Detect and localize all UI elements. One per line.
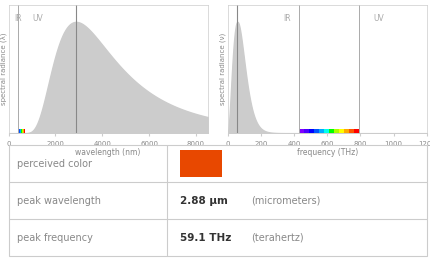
Bar [22,129,23,133]
Bar [18,129,19,133]
Bar [308,129,313,133]
X-axis label: wavelength (nm): wavelength (nm) [75,148,141,157]
Text: (terahertz): (terahertz) [251,233,303,243]
Bar [21,129,22,133]
Bar [303,129,308,133]
Bar [20,129,21,133]
Text: IR: IR [283,13,290,23]
Text: perceived color: perceived color [17,159,92,169]
Text: IR: IR [15,13,22,23]
Bar [318,129,323,133]
X-axis label: frequency (THz): frequency (THz) [296,148,357,157]
Bar [333,129,338,133]
Bar [313,129,318,133]
FancyBboxPatch shape [180,150,221,177]
Y-axis label: spectral radiance (ν): spectral radiance (ν) [219,33,226,105]
Text: (micrometers): (micrometers) [251,196,320,206]
Bar [24,129,25,133]
Text: peak frequency: peak frequency [17,233,92,243]
Bar [348,129,353,133]
Text: UV: UV [32,13,43,23]
Bar [19,129,20,133]
Bar [323,129,328,133]
Text: peak wavelength: peak wavelength [17,196,101,206]
Bar [298,129,303,133]
Y-axis label: spectral radiance (λ): spectral radiance (λ) [1,33,7,105]
Bar [343,129,348,133]
Bar [338,129,343,133]
Bar [23,129,24,133]
Text: 59.1 THz: 59.1 THz [180,233,231,243]
Text: 2.88 µm: 2.88 µm [180,196,227,206]
Bar [328,129,333,133]
Text: UV: UV [372,13,383,23]
Bar [353,129,358,133]
